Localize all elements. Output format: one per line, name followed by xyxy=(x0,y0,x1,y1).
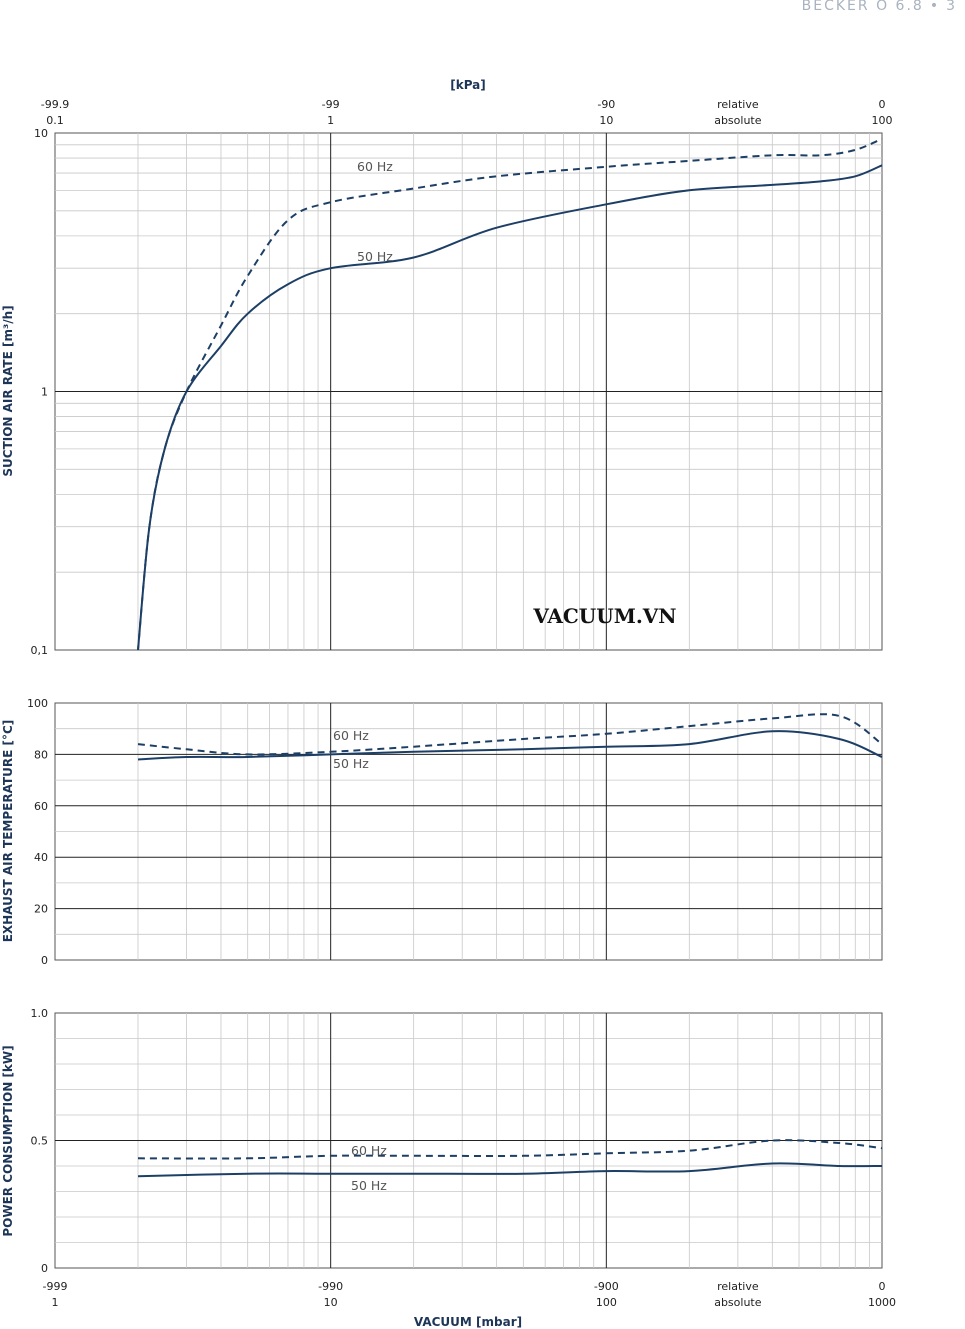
series-label-50hz: 50 Hz xyxy=(333,756,369,771)
y-axis-title-suction: SUCTION AIR RATE [m³/h] xyxy=(1,305,15,476)
series-line-50hz xyxy=(137,164,883,651)
series-line-60hz xyxy=(137,713,883,756)
series-line-50hz xyxy=(137,730,883,761)
kpa-tick-absolute: 0.1 xyxy=(46,114,64,127)
kpa-tick-relative: -90 xyxy=(597,98,615,111)
y-tick-label: 60 xyxy=(34,800,48,813)
y-axis-title-power: POWER CONSUMPTION [kW] xyxy=(1,1045,15,1236)
mbar-tick-relative: -990 xyxy=(318,1280,343,1293)
mbar-tick-absolute: 100 xyxy=(596,1296,617,1309)
kpa-tick-absolute: 100 xyxy=(872,114,893,127)
y-tick-label: 10 xyxy=(34,127,48,140)
mbar-tick-absolute: 10 xyxy=(324,1296,338,1309)
kpa-tick-relative: relative xyxy=(717,98,759,111)
page-header: BECKER O 6.8 • 3 xyxy=(802,0,957,14)
series-line-60hz xyxy=(137,137,883,651)
series-line-60hz xyxy=(137,1139,883,1160)
kpa-tick-relative: 0 xyxy=(879,98,886,111)
mbar-tick-absolute: 1000 xyxy=(868,1296,896,1309)
y-tick-label: 0.5 xyxy=(31,1135,49,1148)
series-label-50hz: 50 Hz xyxy=(357,249,393,264)
series-line-50hz xyxy=(137,1162,883,1178)
mbar-tick-relative: 0 xyxy=(879,1280,886,1293)
y-tick-label: 40 xyxy=(34,851,48,864)
brand-label: BECKER O 6.8 xyxy=(801,0,924,14)
x-axis-title-mbar: VACUUM [mbar] xyxy=(414,1315,522,1329)
series-label-60hz: 60 Hz xyxy=(351,1143,387,1158)
kpa-tick-absolute: 1 xyxy=(327,114,334,127)
y-tick-label: 80 xyxy=(34,748,48,761)
y-tick-label: 0 xyxy=(41,954,48,967)
page-number: 3 xyxy=(946,0,957,14)
mbar-tick-absolute: 1 xyxy=(52,1296,59,1309)
y-tick-label: 1 xyxy=(41,386,48,399)
mbar-tick-relative: relative xyxy=(717,1280,759,1293)
series-label-60hz: 60 Hz xyxy=(333,728,369,743)
mbar-tick-relative: -900 xyxy=(594,1280,619,1293)
kpa-tick-absolute: 10 xyxy=(599,114,613,127)
y-tick-label: 20 xyxy=(34,903,48,916)
watermark-text: VACUUM.VN xyxy=(532,604,676,628)
x-axis-title-kpa: [kPa] xyxy=(450,78,486,92)
y-axis-title-temperature: EXHAUST AIR TEMPERATURE [°C] xyxy=(1,720,15,943)
kpa-tick-relative: -99.9 xyxy=(41,98,69,111)
y-tick-label: 0,1 xyxy=(31,644,49,657)
y-tick-label: 1.0 xyxy=(31,1007,49,1020)
mbar-tick-relative: -999 xyxy=(43,1280,68,1293)
series-label-50hz: 50 Hz xyxy=(351,1178,387,1193)
header-separator: • xyxy=(929,0,941,14)
kpa-tick-relative: -99 xyxy=(322,98,340,111)
y-tick-label: 0 xyxy=(41,1262,48,1275)
kpa-tick-absolute: absolute xyxy=(714,114,762,127)
series-label-60hz: 60 Hz xyxy=(357,159,393,174)
y-tick-label: 100 xyxy=(27,697,48,710)
mbar-tick-absolute: absolute xyxy=(714,1296,762,1309)
